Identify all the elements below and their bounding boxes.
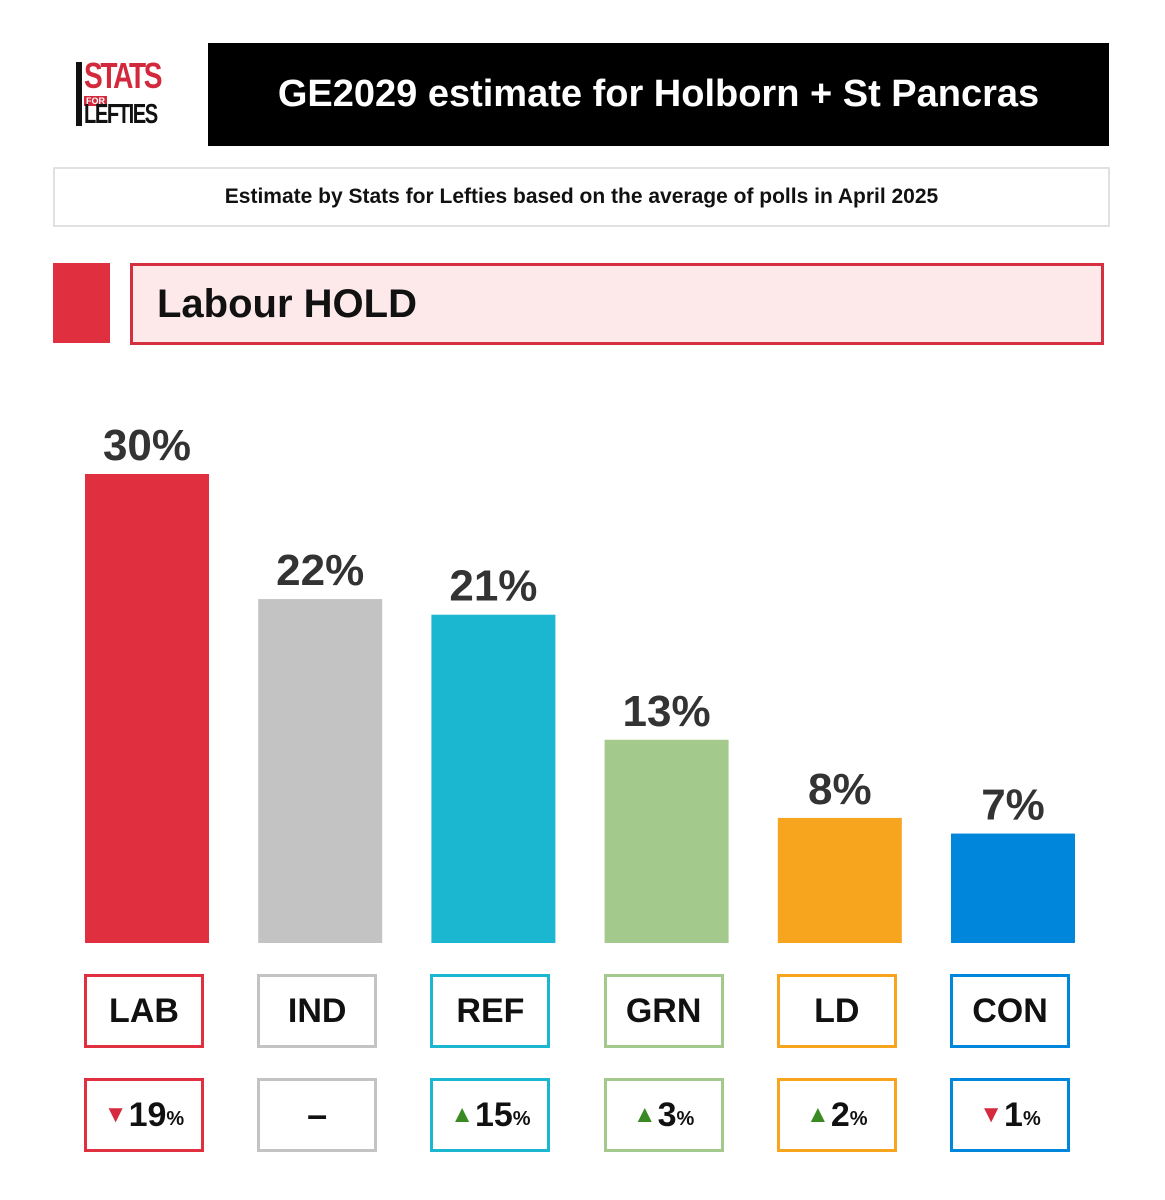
change-unit: %: [1022, 1107, 1041, 1130]
title-banner: GE2029 estimate for Holborn + St Pancras: [208, 43, 1109, 146]
subtitle-box: Estimate by Stats for Lefties based on t…: [53, 167, 1110, 227]
value-label-grn: 13%: [623, 687, 711, 736]
result-text: Labour HOLD: [157, 281, 417, 326]
party-label-text: IND: [287, 991, 347, 1030]
change-box-ind: –: [257, 1078, 378, 1152]
change-value: 2: [830, 1095, 850, 1134]
party-label-ref: REF: [430, 974, 551, 1048]
bar-ld: [777, 817, 902, 943]
value-label-ind: 22%: [276, 546, 364, 595]
triangle-up-icon: ▲: [806, 1101, 830, 1128]
triangle-down-icon: ▼: [979, 1101, 1004, 1128]
result-banner: Labour HOLD: [130, 263, 1104, 345]
party-label-ld: LD: [776, 974, 897, 1048]
party-label-grn: GRN: [603, 974, 724, 1048]
change-box-grn: ▲ 3%: [603, 1078, 724, 1152]
change-value: 15: [474, 1095, 513, 1134]
value-label-lab: 30%: [103, 421, 191, 470]
triangle-up-icon: ▲: [632, 1101, 657, 1128]
change-unit: %: [849, 1107, 868, 1130]
triangle-up-icon: ▲: [450, 1101, 474, 1128]
party-label-lab: LAB: [84, 974, 204, 1048]
change-box-ld: ▲ 2%: [776, 1078, 897, 1152]
party-label-text: LAB: [109, 991, 179, 1030]
party-label-text: LD: [814, 991, 860, 1030]
party-label-ind: IND: [257, 974, 378, 1048]
value-label-ref: 21%: [449, 562, 537, 611]
page-title: GE2029 estimate for Holborn + St Pancras: [277, 73, 1040, 115]
logo-line-1: STATS: [84, 55, 163, 96]
change-box-lab: ▼ 19%: [84, 1078, 204, 1152]
change-value: 3: [657, 1095, 677, 1134]
logo-line-3: LEFTIES: [84, 98, 158, 129]
party-label-con: CON: [950, 974, 1070, 1048]
party-label-text: REF: [456, 991, 525, 1030]
party-label-text: GRN: [625, 991, 702, 1030]
logo-bar: [76, 62, 82, 126]
page-subtitle: Estimate by Stats for Lefties based on t…: [224, 185, 939, 208]
change-value: 19: [128, 1095, 167, 1134]
value-label-ld: 8%: [808, 765, 872, 814]
stats-for-lefties-logo: STATS FOR LEFTIES: [74, 58, 174, 130]
change-unit: %: [512, 1107, 531, 1130]
party-label-text: CON: [972, 991, 1048, 1030]
value-label-con: 7%: [981, 781, 1045, 830]
triangle-down-icon: ▼: [103, 1101, 128, 1128]
bar-ref: [431, 614, 556, 943]
bar-con: [951, 833, 1075, 943]
bar-lab: [85, 474, 209, 943]
bar-grn: [604, 739, 729, 943]
result-color-swatch: [53, 263, 110, 343]
logo-line-2: FOR: [84, 96, 107, 106]
change-unit: %: [676, 1107, 695, 1130]
change-unit: %: [166, 1107, 185, 1130]
bar-ind: [258, 599, 383, 943]
change-box-con: ▼ 1%: [950, 1078, 1070, 1152]
change-box-ref: ▲ 15%: [430, 1078, 551, 1152]
no-change-dash: –: [307, 1094, 328, 1135]
change-value: 1: [1004, 1095, 1023, 1134]
